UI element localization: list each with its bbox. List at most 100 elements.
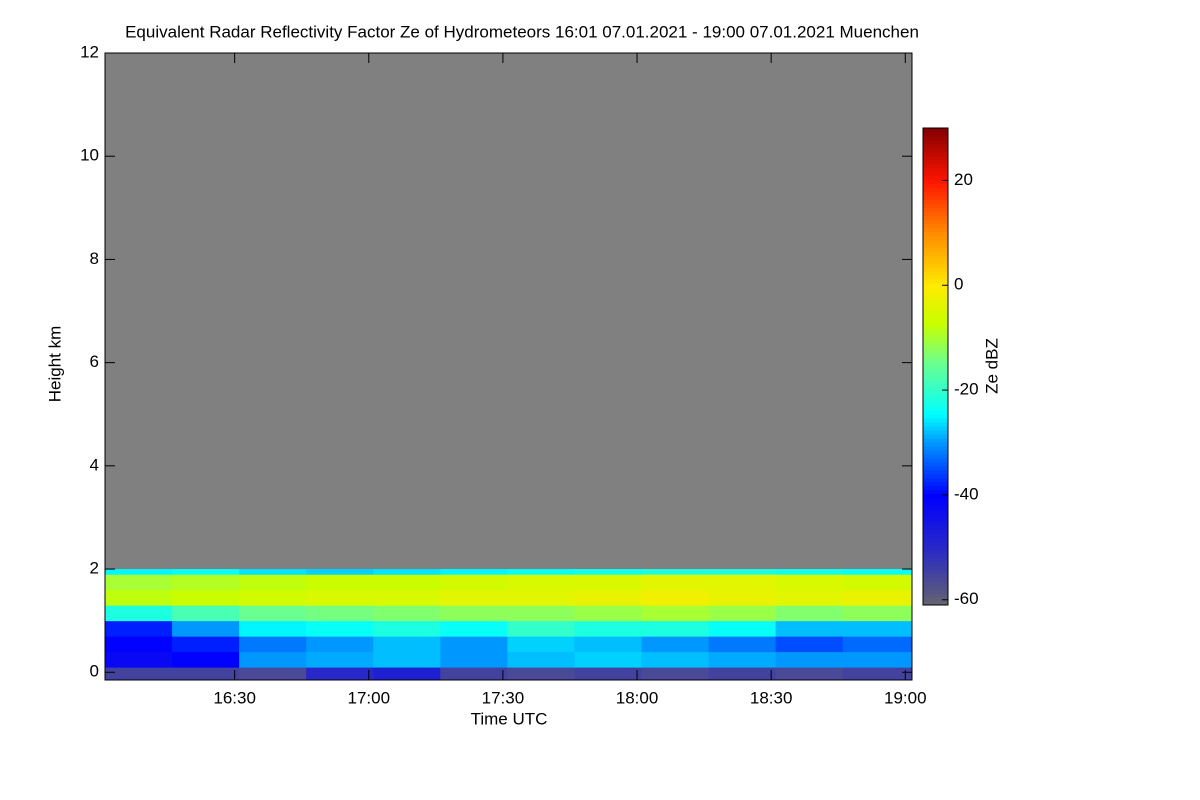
colorbar-tick-label: 0 bbox=[954, 275, 963, 294]
heatmap-cell bbox=[105, 620, 173, 637]
colorbar-segment bbox=[923, 481, 948, 487]
heatmap-cell bbox=[239, 620, 307, 637]
colorbar-segment bbox=[923, 171, 948, 177]
colorbar-segment bbox=[923, 215, 948, 220]
heatmap-cell bbox=[440, 569, 508, 575]
colorbar-segment bbox=[923, 330, 948, 336]
heatmap-cell bbox=[306, 569, 374, 575]
colorbar-segment bbox=[923, 183, 948, 189]
colorbar-segment bbox=[923, 318, 948, 324]
colorbar-segment bbox=[923, 167, 948, 173]
heatmap-cell bbox=[440, 589, 508, 606]
colorbar-segment bbox=[923, 585, 948, 590]
heatmap-cell bbox=[306, 636, 374, 653]
heatmap-cell bbox=[105, 589, 173, 606]
heatmap-cell bbox=[775, 574, 844, 591]
y-tick-label: 6 bbox=[90, 352, 99, 371]
heatmap-cell bbox=[105, 667, 173, 681]
heatmap-cell bbox=[105, 636, 173, 653]
colorbar-segment bbox=[923, 414, 948, 419]
heatmap-cell bbox=[105, 574, 173, 591]
heatmap-cell bbox=[306, 651, 374, 668]
heatmap-cell bbox=[842, 667, 913, 681]
colorbar-segment bbox=[923, 442, 948, 447]
colorbar-segment bbox=[923, 175, 948, 181]
colorbar-segment bbox=[923, 243, 948, 248]
heatmap-cell bbox=[775, 589, 844, 606]
colorbar-segment bbox=[923, 147, 948, 153]
colorbar-segment bbox=[923, 155, 948, 161]
heatmap-cell bbox=[306, 605, 374, 622]
heatmap-cell bbox=[641, 667, 710, 681]
heatmap-cell bbox=[574, 569, 643, 575]
colorbar-segment bbox=[923, 422, 948, 427]
colorbar-tick-label: -60 bbox=[954, 589, 979, 608]
colorbar-segment bbox=[923, 561, 948, 566]
heatmap-cell bbox=[239, 574, 307, 591]
x-tick-label: 18:00 bbox=[616, 688, 659, 707]
colorbar-segment bbox=[923, 505, 948, 511]
colorbar-segment bbox=[923, 477, 948, 483]
heatmap-cell bbox=[373, 620, 441, 637]
heatmap-cell bbox=[507, 589, 575, 606]
colorbar-segment bbox=[923, 346, 948, 352]
colorbar-segment bbox=[923, 382, 948, 387]
colorbar-segment bbox=[923, 358, 948, 364]
colorbar-label: Ze dBZ bbox=[982, 338, 1001, 394]
colorbar-segment bbox=[923, 497, 948, 503]
x-axis-label: Time UTC bbox=[471, 709, 548, 728]
colorbar-segment bbox=[923, 231, 948, 236]
heatmap-cell bbox=[172, 651, 240, 668]
heatmap-cell bbox=[172, 636, 240, 653]
colorbar-segment bbox=[923, 386, 948, 391]
colorbar-segment bbox=[923, 338, 948, 344]
colorbar-segment bbox=[923, 151, 948, 157]
heatmap-cell bbox=[574, 620, 643, 637]
heatmap-cell bbox=[708, 651, 777, 668]
y-tick-label: 2 bbox=[90, 559, 99, 578]
heatmap-cell bbox=[105, 569, 173, 575]
y-tick-label: 10 bbox=[80, 146, 99, 165]
colorbar-segment bbox=[923, 287, 948, 292]
colorbar-segment bbox=[923, 302, 948, 308]
colorbar-tick-label: -40 bbox=[954, 484, 979, 503]
colorbar-segment bbox=[923, 398, 948, 403]
colorbar-segment bbox=[923, 354, 948, 360]
colorbar-segment bbox=[923, 529, 948, 534]
colorbar-segment bbox=[923, 513, 948, 519]
y-axis-label: Height km bbox=[45, 326, 64, 403]
colorbar-segment bbox=[923, 418, 948, 423]
heatmap-cell bbox=[641, 651, 710, 668]
colorbar-segment bbox=[923, 247, 948, 252]
colorbar-segment bbox=[923, 394, 948, 399]
colorbar-segment bbox=[923, 545, 948, 550]
heatmap-cell bbox=[507, 636, 575, 653]
heatmap-cell bbox=[775, 636, 844, 653]
colorbar-segment bbox=[923, 489, 948, 495]
colorbar-segment bbox=[923, 255, 948, 260]
colorbar-segment bbox=[923, 275, 948, 280]
colorbar-segment bbox=[923, 410, 948, 415]
colorbar-segment bbox=[923, 573, 948, 578]
heatmap-cell bbox=[842, 636, 913, 653]
heatmap-cell bbox=[708, 636, 777, 653]
colorbar-segment bbox=[923, 195, 948, 201]
colorbar-segment bbox=[923, 163, 948, 169]
colorbar-segment bbox=[923, 390, 948, 395]
colorbar-segment bbox=[923, 207, 948, 212]
colorbar-segment bbox=[923, 430, 948, 435]
colorbar-segment bbox=[923, 279, 948, 284]
colorbar-segment bbox=[923, 306, 948, 312]
heatmap-cell bbox=[574, 574, 643, 591]
y-tick-label: 8 bbox=[90, 249, 99, 268]
heatmap-cell bbox=[440, 651, 508, 668]
colorbar-segment bbox=[923, 493, 948, 499]
heatmap-cell bbox=[373, 667, 441, 681]
colorbar-segment bbox=[923, 187, 948, 193]
colorbar-segment bbox=[923, 509, 948, 515]
colorbar-segment bbox=[923, 438, 948, 443]
colorbar-segment bbox=[923, 310, 948, 316]
colorbar-frame bbox=[922, 127, 949, 606]
colorbar-segment bbox=[923, 179, 948, 185]
heatmap-cell bbox=[172, 605, 240, 622]
